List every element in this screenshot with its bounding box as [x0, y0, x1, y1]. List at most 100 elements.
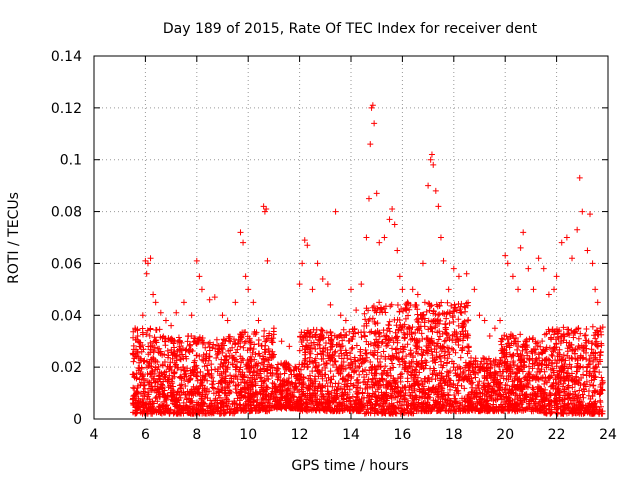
data-point	[241, 384, 248, 391]
data-point	[327, 379, 334, 386]
data-point	[231, 400, 238, 407]
data-point	[231, 410, 238, 417]
data-point	[134, 383, 141, 390]
data-point	[154, 366, 161, 373]
data-point	[247, 345, 254, 352]
data-point	[133, 353, 140, 360]
data-point	[237, 386, 244, 393]
data-point	[214, 351, 221, 358]
data-point	[247, 338, 254, 345]
data-point	[199, 334, 206, 341]
data-point	[200, 400, 207, 407]
data-point	[222, 353, 229, 360]
data-point	[187, 370, 194, 377]
data-point	[199, 377, 206, 384]
data-point	[255, 408, 262, 415]
data-point	[233, 400, 240, 407]
data-point	[275, 374, 282, 381]
data-point	[181, 367, 188, 374]
data-point	[208, 381, 215, 388]
x-tick-label: 20	[496, 427, 514, 443]
data-point	[273, 394, 280, 401]
data-point	[184, 338, 191, 345]
data-point	[240, 344, 247, 351]
data-point	[220, 359, 227, 366]
data-point	[210, 378, 217, 385]
data-point	[266, 332, 273, 339]
data-point	[329, 361, 336, 368]
data-point	[214, 397, 221, 404]
data-point	[193, 372, 200, 379]
data-point	[215, 404, 222, 411]
data-point	[207, 405, 214, 412]
data-point	[199, 356, 206, 363]
data-point	[168, 335, 175, 342]
data-point	[243, 365, 250, 372]
data-point	[141, 385, 148, 392]
data-point	[258, 384, 265, 391]
data-point	[232, 363, 239, 370]
data-point	[357, 352, 364, 359]
data-point	[178, 375, 185, 382]
data-point	[220, 336, 227, 343]
data-point	[144, 409, 151, 416]
data-point	[237, 336, 244, 343]
data-point	[239, 355, 246, 362]
data-point	[210, 390, 217, 397]
data-point	[218, 386, 225, 393]
data-point	[139, 325, 146, 332]
data-point	[275, 403, 282, 410]
data-point	[241, 404, 248, 411]
data-point	[154, 383, 161, 390]
data-point	[276, 383, 283, 390]
data-point	[238, 359, 245, 366]
data-point	[187, 341, 194, 348]
data-point	[262, 338, 269, 345]
data-point	[175, 364, 182, 371]
data-point	[274, 398, 281, 405]
data-point	[144, 371, 151, 378]
data-point	[328, 376, 335, 383]
data-point	[251, 376, 258, 383]
data-point	[237, 402, 244, 409]
data-point	[138, 402, 145, 409]
y-tick-label: 0.1	[60, 153, 82, 169]
data-point	[261, 380, 268, 387]
data-point	[193, 352, 200, 359]
data-point	[182, 353, 189, 360]
data-point	[266, 396, 273, 403]
data-point	[187, 376, 194, 383]
data-point	[234, 346, 241, 353]
data-point	[260, 361, 267, 368]
data-point	[130, 400, 137, 407]
data-point	[244, 333, 251, 340]
data-point	[287, 390, 294, 397]
data-point	[166, 372, 173, 379]
data-point	[233, 389, 240, 396]
data-point	[198, 395, 205, 402]
y-axis-label: ROTI / TECUs	[6, 192, 22, 284]
data-point	[157, 334, 164, 341]
data-point	[152, 395, 159, 402]
data-point	[140, 382, 147, 389]
data-point	[244, 347, 251, 354]
data-point	[250, 345, 257, 352]
data-point	[223, 356, 230, 363]
data-point	[166, 410, 173, 417]
data-point	[208, 373, 215, 380]
data-point	[265, 357, 272, 364]
data-point	[166, 364, 173, 371]
data-point	[156, 393, 163, 400]
data-point	[198, 379, 205, 386]
data-point	[150, 347, 157, 354]
data-point	[208, 402, 215, 409]
data-point	[160, 333, 167, 340]
data-point	[303, 343, 310, 350]
data-point	[227, 372, 234, 379]
x-tick-label: 16	[393, 427, 411, 443]
data-point	[257, 375, 264, 382]
data-point	[161, 359, 168, 366]
data-point	[247, 379, 254, 386]
data-point	[183, 346, 190, 353]
